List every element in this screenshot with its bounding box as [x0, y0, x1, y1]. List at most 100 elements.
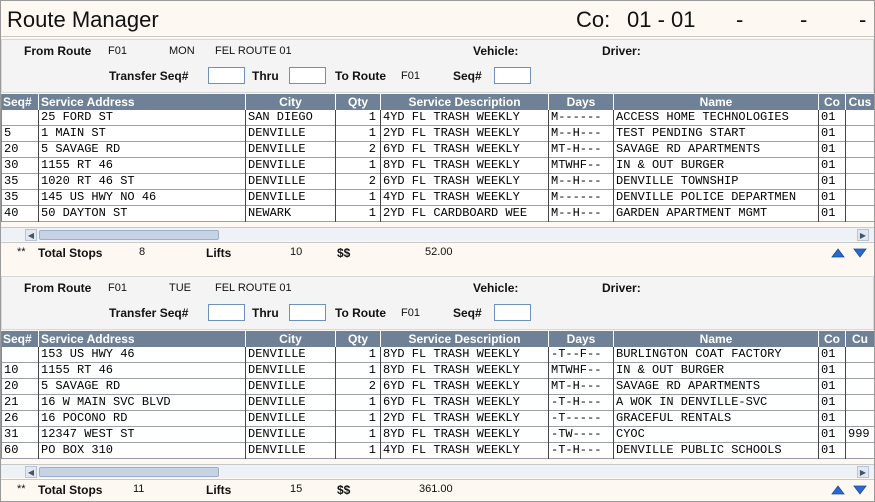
column-header[interactable]: Cus — [846, 94, 874, 110]
cell-qty: 1 — [336, 411, 381, 427]
transfer-seq-from-input[interactable] — [208, 304, 245, 321]
lifts-value: 10 — [290, 246, 303, 258]
amount-value: 361.00 — [419, 483, 453, 495]
cell-desc: 6YD FL TRASH WEEKLY — [381, 395, 549, 411]
column-header[interactable]: Seq# — [2, 331, 39, 347]
transfer-seq-thru-input[interactable] — [289, 67, 326, 84]
cell-seq: 20 — [2, 379, 39, 395]
route-day: MON — [169, 45, 195, 57]
column-header[interactable]: City — [246, 94, 336, 110]
arrow-down-icon[interactable] — [853, 483, 867, 497]
cell-desc: 6YD FL TRASH WEEKLY — [381, 174, 549, 190]
cell-city: NEWARK — [246, 206, 336, 222]
cell-qty: 1 — [336, 110, 381, 126]
table-row[interactable]: 20 5 SAVAGE RD DENVILLE 2 6YD FL TRASH WEEKL… — [2, 379, 874, 395]
cell-address: 1155 RT 46 — [39, 158, 246, 174]
app-title: Route Manager — [7, 7, 159, 32]
scrollbar-thumb[interactable] — [39, 467, 219, 477]
table-row[interactable]: 20 5 SAVAGE RD DENVILLE 2 6YD FL TRASH WEEKL… — [2, 142, 874, 158]
column-header[interactable]: Seq# — [2, 94, 39, 110]
cell-days: MTWHF-- — [549, 363, 614, 379]
arrow-down-icon[interactable] — [853, 246, 867, 260]
cell-days: MT-H--- — [549, 142, 614, 158]
column-header[interactable]: Service Description — [381, 94, 549, 110]
table-row[interactable]: 26 16 POCONO RD DENVILLE 1 2YD FL TRASH WEEK… — [2, 411, 874, 427]
table-row[interactable]: 30 1155 RT 46 DENVILLE 1 8YD FL TRASH WEEKLY… — [2, 158, 874, 174]
service-grid: Seq# Service Address City Qty Service Descri… — [1, 331, 874, 459]
to-route-code: F01 — [401, 70, 420, 82]
arrow-up-icon[interactable] — [831, 246, 845, 260]
chevron-right-icon[interactable]: ▶ — [857, 466, 869, 478]
cell-cus — [846, 395, 874, 411]
amount-label: $$ — [337, 483, 351, 497]
column-header[interactable]: Name — [614, 94, 819, 110]
totals-marker: ** — [17, 483, 26, 495]
column-header[interactable]: Service Description — [381, 331, 549, 347]
cell-cus — [846, 206, 874, 222]
lifts-label: Lifts — [206, 246, 232, 260]
table-row[interactable]: 35 145 US HWY NO 46 DENVILLE 1 4YD FL TRASH … — [2, 190, 874, 206]
arrow-up-icon[interactable] — [831, 483, 845, 497]
total-stops-label: Total Stops — [38, 246, 103, 260]
chevron-left-icon[interactable]: ◀ — [25, 466, 37, 478]
cell-desc: 4YD FL TRASH WEEKLY — [381, 110, 549, 126]
total-stops-value: 8 — [139, 246, 146, 258]
column-header[interactable]: Service Address — [39, 94, 246, 110]
column-header[interactable]: Co — [819, 94, 846, 110]
cell-desc: 6YD FL TRASH WEEKLY — [381, 379, 549, 395]
from-route-code: F01 — [108, 45, 127, 57]
cell-name: SAVAGE RD APARTMENTS — [614, 379, 819, 395]
table-row[interactable]: 60 PO BOX 310 DENVILLE 1 4YD FL TRASH WEEKLY… — [2, 443, 874, 459]
cell-name: DENVILLE PUBLIC SCHOOLS — [614, 443, 819, 459]
table-row[interactable]: 35 1020 RT 46 ST DENVILLE 2 6YD FL TRASH WEE… — [2, 174, 874, 190]
transfer-seq-from-input[interactable] — [208, 67, 245, 84]
company-label: Co: — [576, 7, 611, 32]
table-row[interactable]: 153 US HWY 46 DENVILLE 1 8YD FL TRASH WEEKL… — [2, 347, 874, 363]
cell-co: 01 — [819, 206, 846, 222]
cell-cus — [846, 174, 874, 190]
to-seq-input[interactable] — [494, 67, 531, 84]
cell-cus — [846, 110, 874, 126]
table-row[interactable]: 25 FORD ST SAN DIEGO 1 4YD FL TRASH WEEKLY M… — [2, 110, 874, 126]
cell-qty: 1 — [336, 206, 381, 222]
cell-seq — [2, 347, 39, 363]
column-header[interactable]: Service Address — [39, 331, 246, 347]
cell-desc: 4YD FL TRASH WEEKLY — [381, 443, 549, 459]
column-header[interactable]: Qty — [336, 331, 381, 347]
cell-cus — [846, 347, 874, 363]
cell-co: 01 — [819, 379, 846, 395]
column-header[interactable]: Cu — [846, 331, 874, 347]
cell-qty: 1 — [336, 158, 381, 174]
route-section: From Route F01 TUE FEL ROUTE 01 Vehicle: Driv… — [1, 276, 874, 501]
seq-label: Seq# — [453, 306, 482, 320]
cell-co: 01 — [819, 126, 846, 142]
cell-days: -T--F-- — [549, 347, 614, 363]
cell-desc: 8YD FL TRASH WEEKLY — [381, 158, 549, 174]
transfer-seq-label: Transfer Seq# — [109, 306, 189, 320]
driver-label: Driver: — [602, 44, 641, 58]
scrollbar-thumb[interactable] — [39, 230, 219, 240]
table-row[interactable]: 21 16 W MAIN SVC BLVD DENVILLE 1 6YD FL TRAS… — [2, 395, 874, 411]
table-row[interactable]: 40 50 DAYTON ST NEWARK 1 2YD FL CARDBOARD WE… — [2, 206, 874, 222]
table-row[interactable]: 10 1155 RT 46 DENVILLE 1 8YD FL TRASH WEEKLY… — [2, 363, 874, 379]
to-seq-input[interactable] — [494, 304, 531, 321]
chevron-left-icon[interactable]: ◀ — [25, 229, 37, 241]
transfer-seq-thru-input[interactable] — [289, 304, 326, 321]
totals-bar: ** Total Stops 8 Lifts 10 $$ 52.00 — [1, 242, 874, 262]
column-header[interactable]: City — [246, 331, 336, 347]
column-header[interactable]: Qty — [336, 94, 381, 110]
column-header[interactable]: Name — [614, 331, 819, 347]
cell-city: DENVILLE — [246, 395, 336, 411]
table-row[interactable]: 31 12347 WEST ST DENVILLE 1 8YD FL TRASH WEE… — [2, 427, 874, 443]
chevron-right-icon[interactable]: ▶ — [857, 229, 869, 241]
column-header[interactable]: Co — [819, 331, 846, 347]
cell-city: DENVILLE — [246, 158, 336, 174]
column-header[interactable]: Days — [549, 94, 614, 110]
horizontal-scrollbar[interactable]: ◀ ▶ — [1, 227, 874, 241]
cell-seq: 10 — [2, 363, 39, 379]
lifts-value: 15 — [290, 483, 303, 495]
cell-seq — [2, 110, 39, 126]
horizontal-scrollbar[interactable]: ◀ ▶ — [1, 464, 874, 478]
column-header[interactable]: Days — [549, 331, 614, 347]
